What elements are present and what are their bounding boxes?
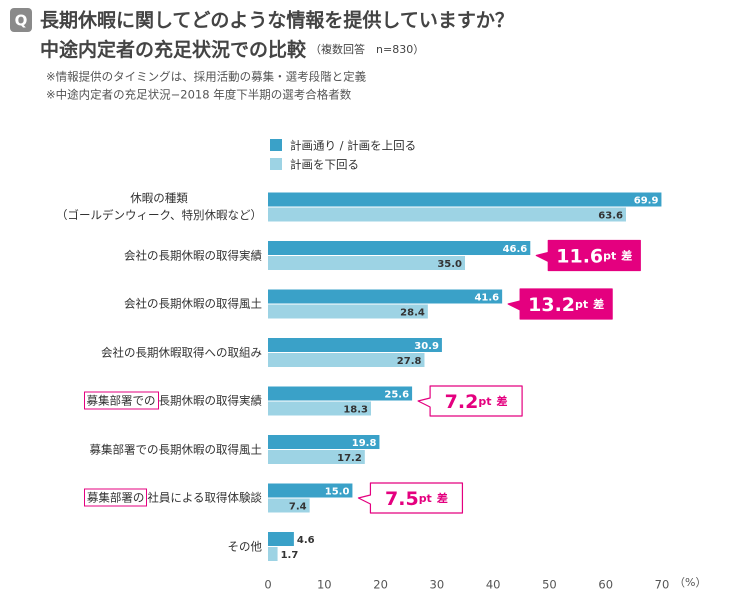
legend-label: 計画を下回る [290,158,359,172]
sample-note: （複数回答 n=830） [310,42,424,56]
label-part: 長期休暇の取得実績 [158,393,263,408]
value-label: 7.4 [289,502,307,513]
bar [268,435,380,449]
x-tick-label: 70 [655,578,670,592]
callout: 13.2pt 差 [528,294,604,316]
bar [268,289,503,304]
callout-value: 7.2 [445,391,479,413]
x-tick-label: 30 [430,578,445,592]
callout-value: 7.5 [385,488,419,510]
category-label: 募集部署の 社員による取得体験談 [83,488,262,507]
bar [268,483,353,498]
note: ※中途内定者の充足状況−2018 年度下半期の選考合格者数 [46,88,352,102]
value-label: 1.7 [281,550,299,561]
bar [268,241,531,255]
callout-suffix: 差 [621,249,632,263]
subtitle-text: 中途内定者の充足状況での比較 [40,38,307,61]
bar [268,256,465,270]
value-label: 41.6 [474,293,499,304]
bar [268,450,365,464]
value-label: 63.6 [598,211,623,222]
bar [268,386,413,401]
callout-unit: pt [478,395,491,408]
boxed-label-part: 募集部署での [83,391,159,410]
value-label: 19.8 [352,438,377,449]
value-label: 25.6 [384,390,409,401]
callout-box [357,482,464,514]
bar [268,532,294,546]
callout-box [535,239,641,272]
value-label: 35.0 [437,259,462,270]
x-tick-label: 10 [317,578,332,592]
x-tick-label: 60 [598,578,613,592]
bar [268,192,662,207]
x-tick-label: 40 [486,578,501,592]
legend-swatch [270,158,282,170]
note: ※情報提供のタイミングは、採用活動の募集・選考段階と定義 [46,70,367,84]
category-label: 募集部署での 長期休暇の取得実績 [83,391,263,410]
legend-swatch [270,139,282,151]
legend-label: 計画通り / 計画を上回る [290,139,416,153]
callout-unit: pt [603,250,616,263]
subtitle: 中途内定者の充足状況での比較 （複数回答 n=830） [40,38,424,61]
bar [268,547,278,561]
x-tick-label: 50 [542,578,557,592]
callout-unit: pt [419,492,432,505]
category-label: その他 [227,539,263,553]
value-label: 15.0 [325,487,350,498]
value-label: 17.2 [337,453,362,464]
bar [268,401,372,416]
callout-box [417,385,523,417]
bar [268,498,310,513]
value-label: 46.6 [503,244,528,255]
category-label: 会社の長期休暇の取得風土 [124,296,262,311]
callout-value: 11.6 [556,245,603,267]
value-label: 28.4 [400,308,425,319]
x-tick-label: 0 [264,578,271,592]
value-label: 27.8 [397,356,422,367]
boxed-label-part: 募集部署の [83,488,148,507]
badge: Q [15,12,28,30]
value-label: 69.9 [634,196,659,207]
callout: 7.2pt 差 [445,391,508,413]
category-label: 募集部署での長期休暇の取得風土 [89,442,263,456]
callout-value: 13.2 [528,294,575,316]
badge-box [10,8,32,32]
value-label: 4.6 [297,535,315,546]
value-label: 30.9 [414,341,439,352]
label-part: 社員による取得体験談 [147,490,262,505]
bar [268,207,626,222]
callout-suffix: 差 [437,491,448,505]
callout: 7.5pt 差 [385,488,448,510]
x-axis-label: （%） [674,576,706,589]
callout-box [507,288,613,320]
value-label: 18.3 [343,405,368,416]
title: 長期休暇に関してどのような情報を提供していますか？ [40,9,514,32]
bar [268,353,425,367]
callout: 11.6pt 差 [556,245,632,267]
bar [268,338,442,352]
bar [268,304,428,319]
callout-suffix: 差 [496,394,507,408]
x-tick-label: 20 [373,578,388,592]
category-label: 会社の長期休暇の取得実績 [124,248,262,262]
callout-suffix: 差 [593,297,604,311]
callout-unit: pt [575,298,588,311]
category-label: 会社の長期休暇取得への取組み [101,345,262,359]
category-label: 休暇の種類 （ゴールデンウィーク、特別休暇など） [56,191,262,222]
